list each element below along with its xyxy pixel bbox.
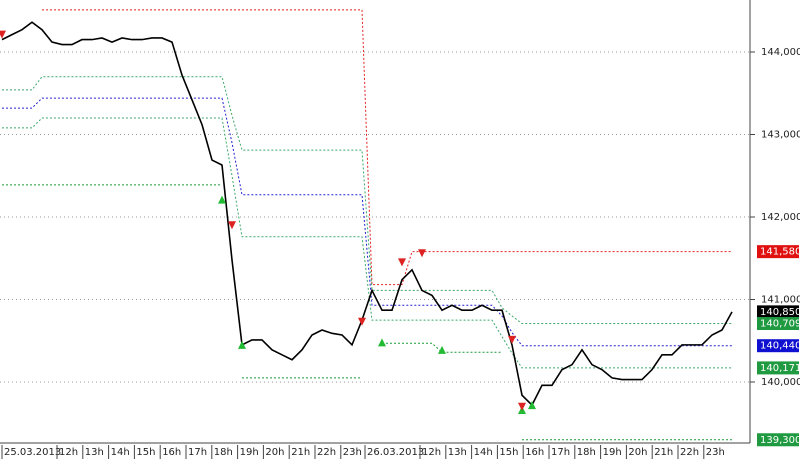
price-label: 139,300 (760, 435, 800, 446)
buy-signal (218, 195, 226, 204)
sell-signal (228, 221, 236, 230)
x-tick-label: 16h (525, 447, 544, 458)
buy-signal (238, 340, 246, 349)
x-tick-label: 17h (188, 447, 207, 458)
sell-signal (358, 317, 366, 326)
sell-signal (518, 402, 526, 411)
indicator-line (2, 97, 732, 347)
price-label: 140,171 (760, 363, 800, 374)
x-tick-label: 13h (448, 447, 467, 458)
price-label: 140,440 (760, 341, 800, 352)
x-tick-label: 15h (136, 447, 155, 458)
indicator-line (42, 9, 732, 286)
price-label: 140,850 (760, 307, 800, 318)
x-tick-label: 21h (654, 447, 673, 458)
x-tick-label: 22h (317, 447, 336, 458)
x-tick-label: 18h (214, 447, 233, 458)
y-tick-label: 143,000 (761, 129, 800, 140)
x-tick-label: 25.03.2013 (4, 447, 61, 458)
x-tick-label: 26.03.2013 (367, 447, 424, 458)
price-label-box (757, 317, 799, 331)
y-tick-label: 140,000 (761, 377, 800, 388)
x-tick-label: 12h (422, 447, 441, 458)
x-tick-label: 13h (85, 447, 104, 458)
x-tick-label: 18h (577, 447, 596, 458)
x-tick-label: 23h (343, 447, 362, 458)
x-tick-label: 14h (474, 447, 493, 458)
x-tick-label: 19h (603, 447, 622, 458)
y-tick-label: 142,000 (761, 212, 800, 223)
buy-signal (438, 345, 446, 354)
price-label-box (757, 361, 799, 375)
price-label: 141,580 (760, 247, 800, 258)
sell-signal (418, 249, 426, 258)
indicator-line (2, 117, 732, 369)
x-tick-label: 22h (680, 447, 699, 458)
x-tick-label: 14h (111, 447, 130, 458)
indicator-line (2, 76, 732, 325)
sell-signal (398, 258, 406, 267)
x-tick-label: 21h (291, 447, 310, 458)
x-tick-label: 12h (59, 447, 78, 458)
x-tick-label: 23h (706, 447, 725, 458)
sell-signal (0, 30, 6, 39)
price-label-box (757, 305, 799, 319)
indicator-line (2, 184, 732, 441)
x-tick-label: 20h (265, 447, 284, 458)
x-tick-label: 17h (551, 447, 570, 458)
x-tick-label: 16h (162, 447, 181, 458)
x-tick-label: 20h (628, 447, 647, 458)
x-tick-label: 19h (240, 447, 259, 458)
sell-signal (508, 335, 516, 344)
price-label-box (757, 433, 799, 447)
y-tick-label: 144,000 (761, 47, 800, 58)
buy-signal (528, 401, 536, 410)
buy-signal (378, 338, 386, 347)
price-label: 140,709 (760, 319, 800, 330)
price-label-box (757, 245, 799, 259)
y-tick-label: 141,000 (761, 295, 800, 306)
price-label-box (757, 339, 799, 353)
price-line (1, 21, 733, 407)
x-tick-label: 15h (499, 447, 518, 458)
